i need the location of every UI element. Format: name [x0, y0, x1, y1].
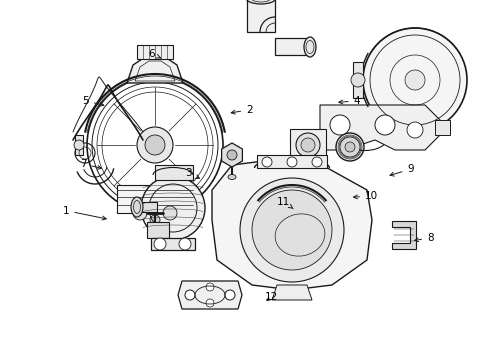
- Circle shape: [179, 238, 191, 250]
- Circle shape: [92, 82, 218, 208]
- Circle shape: [133, 206, 147, 220]
- Circle shape: [301, 138, 314, 152]
- Text: 4: 4: [338, 96, 360, 106]
- Text: 3: 3: [184, 168, 199, 178]
- Ellipse shape: [227, 175, 236, 180]
- Circle shape: [339, 137, 359, 157]
- Circle shape: [406, 122, 422, 138]
- Circle shape: [350, 73, 364, 87]
- Polygon shape: [75, 135, 83, 155]
- Polygon shape: [221, 143, 242, 167]
- Polygon shape: [319, 105, 439, 150]
- Polygon shape: [155, 165, 193, 180]
- Polygon shape: [127, 57, 183, 83]
- Text: 1: 1: [62, 206, 106, 220]
- Text: 8: 8: [414, 233, 433, 243]
- Polygon shape: [271, 285, 311, 300]
- Polygon shape: [137, 202, 157, 212]
- Text: 2: 2: [231, 105, 252, 115]
- Polygon shape: [117, 185, 193, 213]
- Polygon shape: [147, 222, 169, 238]
- Circle shape: [163, 206, 177, 220]
- Circle shape: [224, 290, 235, 300]
- Circle shape: [137, 127, 173, 163]
- Circle shape: [295, 133, 319, 157]
- Polygon shape: [178, 281, 242, 309]
- Text: 6: 6: [148, 49, 160, 59]
- Polygon shape: [137, 45, 173, 59]
- Polygon shape: [257, 155, 326, 168]
- Circle shape: [145, 135, 164, 155]
- Circle shape: [362, 28, 466, 132]
- Text: 11: 11: [276, 197, 292, 208]
- Text: 5: 5: [82, 96, 103, 106]
- Polygon shape: [293, 161, 321, 167]
- Circle shape: [141, 176, 204, 240]
- Circle shape: [150, 215, 160, 225]
- Circle shape: [74, 140, 84, 150]
- Circle shape: [97, 87, 213, 203]
- Polygon shape: [391, 221, 415, 249]
- Polygon shape: [289, 129, 325, 161]
- Circle shape: [286, 157, 296, 167]
- Text: 12: 12: [264, 292, 278, 302]
- Text: 9: 9: [389, 164, 413, 176]
- Text: 10: 10: [353, 191, 377, 201]
- Polygon shape: [151, 238, 195, 250]
- Circle shape: [184, 290, 195, 300]
- Polygon shape: [246, 0, 274, 32]
- Polygon shape: [352, 62, 362, 98]
- Text: 7: 7: [80, 159, 101, 169]
- Circle shape: [226, 150, 237, 160]
- Polygon shape: [434, 120, 449, 135]
- Circle shape: [311, 157, 321, 167]
- Circle shape: [251, 190, 331, 270]
- Circle shape: [205, 283, 214, 291]
- Circle shape: [154, 238, 165, 250]
- Circle shape: [87, 77, 223, 213]
- Circle shape: [345, 142, 354, 152]
- Circle shape: [329, 115, 349, 135]
- Circle shape: [262, 157, 271, 167]
- Polygon shape: [212, 160, 371, 290]
- Polygon shape: [274, 38, 309, 55]
- Ellipse shape: [245, 0, 275, 4]
- Circle shape: [404, 70, 424, 90]
- Circle shape: [102, 92, 207, 198]
- Circle shape: [240, 178, 343, 282]
- Ellipse shape: [304, 37, 315, 57]
- Circle shape: [374, 115, 394, 135]
- Ellipse shape: [131, 197, 142, 217]
- Circle shape: [205, 299, 214, 307]
- Circle shape: [335, 133, 363, 161]
